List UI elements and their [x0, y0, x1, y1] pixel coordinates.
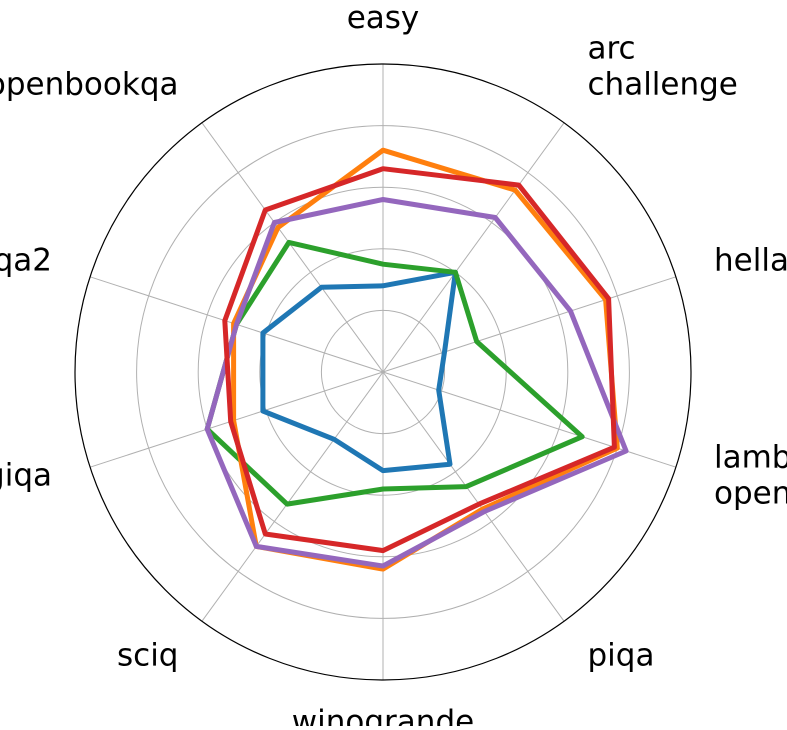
- axis-label-line: lambada: [714, 440, 787, 476]
- axis-label-hellaswag: hellaswag: [714, 243, 787, 279]
- series-line-4: [204, 197, 629, 569]
- axis-label-line: openbookqa: [0, 67, 179, 103]
- axis-label-logiqa2: logiqa2: [0, 243, 52, 279]
- series-line-1: [260, 269, 458, 474]
- series-layer: [204, 147, 629, 572]
- grid-layer: [89, 64, 677, 680]
- axis-label-piqa: piqa: [588, 638, 655, 674]
- axis-label-logiqa: logiqa: [0, 458, 52, 494]
- series-line-5: [222, 166, 617, 554]
- spoke-2: [382, 122, 565, 373]
- outer-frame-circle: [74, 63, 692, 681]
- axis-label-sciq: sciq: [117, 638, 179, 674]
- axis-label-line: logiqa2: [0, 243, 52, 279]
- axis-label-line: piqa: [588, 638, 655, 674]
- spoke-8: [89, 371, 384, 468]
- series-line-2: [204, 239, 585, 507]
- spoke-7: [201, 371, 384, 622]
- axis-label-line: easy: [347, 0, 420, 36]
- axis-label-line: winogrande: [292, 704, 474, 726]
- axis-label-winogrande: winogrande: [292, 704, 474, 726]
- axis-label-line: openai: [714, 476, 787, 512]
- axis-label-line: sciq: [117, 638, 179, 674]
- axis-label-line: challenge: [588, 67, 738, 103]
- axis-label-line: hellaswag: [714, 243, 787, 279]
- axis-label-openbookqa: openbookqa: [0, 67, 179, 103]
- axis-label-arc-challenge: arc challenge: [588, 31, 738, 103]
- axis-label-line: logiqa: [0, 458, 52, 494]
- spoke-10: [201, 122, 384, 373]
- spoke-3: [382, 276, 677, 373]
- spoke-5: [382, 371, 565, 622]
- axis-label-lambada-openai: lambadaopenai: [714, 440, 787, 512]
- axis-label-arc-easy: arceasy: [347, 0, 420, 36]
- axis-label-line: arc: [588, 31, 636, 67]
- series-line-3: [231, 147, 620, 572]
- outer-frame-layer: [74, 63, 692, 681]
